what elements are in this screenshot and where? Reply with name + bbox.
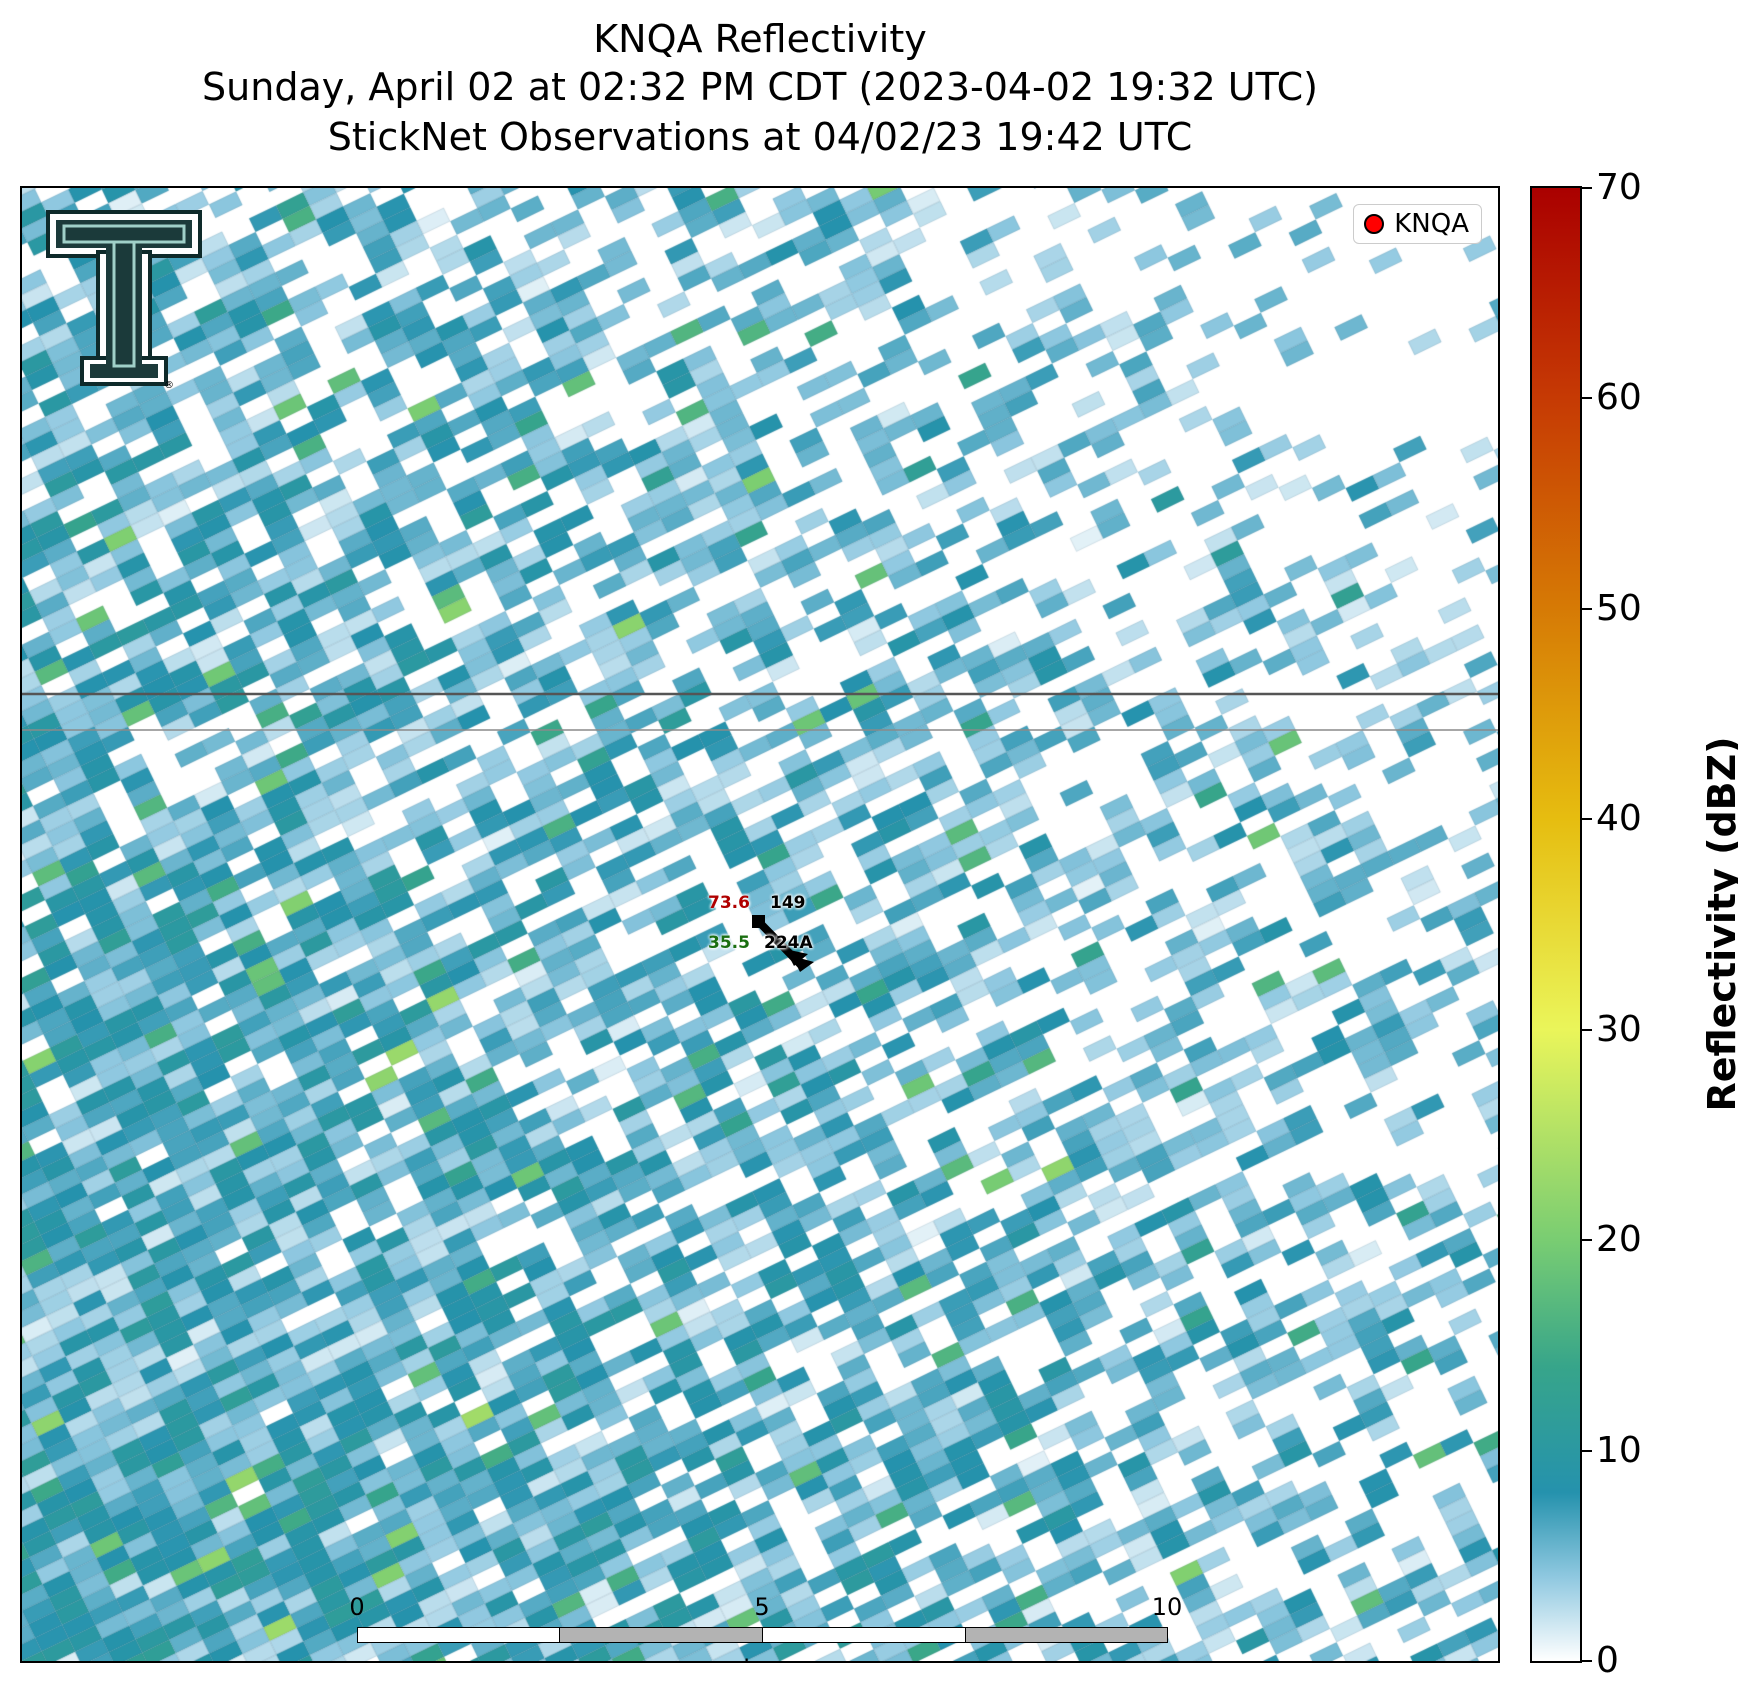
colorbar-tick-label: 40 (1596, 798, 1642, 840)
scale-tick-10: 10 (1151, 1593, 1183, 1621)
colorbar-tick-mark (1582, 818, 1592, 821)
colorbar-tick-label: 10 (1596, 1429, 1642, 1471)
colorbar-tick-mark (1582, 1239, 1592, 1242)
station-temperature: 73.6 (708, 893, 750, 913)
colorbar-tick-mark (1582, 187, 1592, 189)
chart-subtitle-time: Sunday, April 02 at 02:32 PM CDT (2023-0… (202, 65, 1318, 109)
colorbar-tick-label: 20 (1596, 1219, 1642, 1261)
chart-subtitle-obs: StickNet Observations at 04/02/23 19:42 … (327, 115, 1193, 159)
map-legend: KNQA (1353, 204, 1482, 244)
scale-tick-0: 0 (349, 1593, 365, 1621)
station-pressure: 149 (770, 893, 806, 913)
scale-segment (559, 1627, 763, 1643)
colorbar-title: Reflectivity (dBZ) (1700, 736, 1738, 1112)
scale-tick-5: 5 (754, 1593, 770, 1621)
colorbar-tick-mark (1582, 397, 1592, 400)
colorbar-tick-label: 70 (1596, 167, 1642, 208)
colorbar (1530, 186, 1582, 1663)
colorbar-tick-label: 0 (1596, 1640, 1619, 1681)
scale-segment (357, 1627, 560, 1643)
colorbar-tick-label: 60 (1596, 377, 1642, 419)
colorbar-tick-mark (1582, 1028, 1592, 1031)
registered-mark: ® (164, 380, 174, 391)
colorbar-tick-mark (1582, 607, 1592, 610)
colorbar-tick-mark (1582, 1660, 1592, 1662)
wind-barb-icon (752, 915, 814, 972)
station-dewpoint: 35.5 (708, 933, 750, 953)
colorbar-tick-label: 30 (1596, 1008, 1642, 1050)
radar-map[interactable]: ® KNQA 73.6 149 35.5 224A 0 5 10 km (20, 186, 1500, 1663)
map-overlay (22, 692, 1498, 972)
scale-unit: km (743, 1655, 780, 1661)
chart-title: KNQA Reflectivity (593, 17, 927, 61)
station-id[interactable]: 224A (764, 933, 813, 953)
radar-site-marker-icon (1364, 214, 1385, 234)
texas-tech-logo: ® (46, 210, 202, 391)
colorbar-gradient (1532, 188, 1580, 1661)
legend-label: KNQA (1394, 209, 1469, 239)
colorbar-tick-mark (1582, 1449, 1592, 1452)
scale-bar: 0 5 10 km (349, 1593, 1182, 1661)
scale-segment (965, 1627, 1168, 1643)
colorbar-tick-label: 50 (1596, 587, 1642, 629)
scale-segment (762, 1627, 966, 1643)
